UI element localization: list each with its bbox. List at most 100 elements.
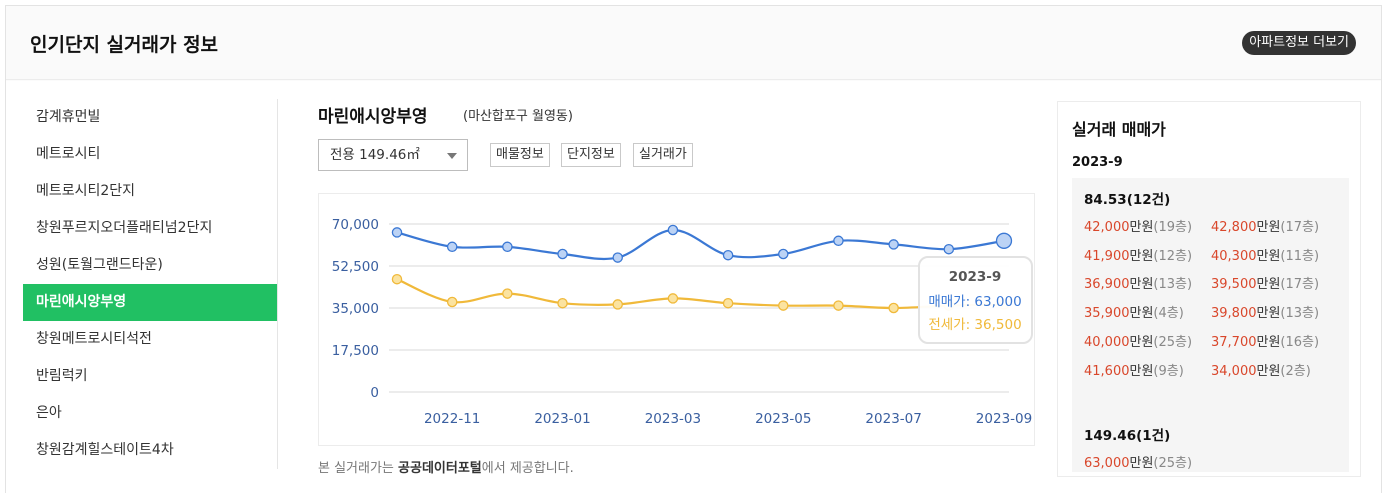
listing-info-button[interactable]: 매물정보 xyxy=(490,143,550,167)
deal-unit: 만원 xyxy=(1129,248,1154,264)
series-line xyxy=(396,228,1005,261)
deal-item: 40,000만원(25층) xyxy=(1084,331,1192,350)
deal-item: 34,000만원(2층) xyxy=(1211,360,1311,379)
deal-price: 37,700 xyxy=(1211,334,1257,350)
deal-unit: 만원 xyxy=(1129,220,1154,235)
data-point[interactable] xyxy=(667,224,679,236)
data-point[interactable] xyxy=(833,235,844,247)
data-point[interactable] xyxy=(722,297,734,309)
deal-unit: 만원 xyxy=(1129,363,1154,379)
sidebar-item[interactable]: 창원감계힐스테이트4차 xyxy=(36,442,174,458)
deal-floor: (12층) xyxy=(1153,248,1193,264)
data-point[interactable] xyxy=(995,232,1013,249)
x-tick-label: 2023-09 xyxy=(976,411,1032,427)
deal-floor: (19층) xyxy=(1153,220,1193,235)
x-tick-label: 2023-05 xyxy=(755,411,811,427)
sidebar-item[interactable]: 성원(토월그랜드타운) xyxy=(36,257,163,273)
deal-price: 40,300 xyxy=(1211,248,1257,264)
complex-location: (마산합포구 월영동) xyxy=(463,109,573,124)
deal-floor: (2층) xyxy=(1280,363,1311,379)
real-deal-month: 2023-9 xyxy=(1072,155,1123,170)
data-point[interactable] xyxy=(612,252,623,263)
sidebar-item[interactable]: 은아 xyxy=(36,405,62,421)
deal-unit: 만원 xyxy=(1256,277,1281,293)
deal-item: 36,900만원(13층) xyxy=(1084,273,1192,292)
deal-item: 40,300만원(11층) xyxy=(1211,245,1319,264)
data-point[interactable] xyxy=(888,239,899,250)
deal-list: 84.53(12건) 42,000만원(19층) 42,800만원(17층) 41,9… xyxy=(1072,178,1349,472)
source-link: 공공데이터포털 xyxy=(398,461,482,476)
data-point[interactable] xyxy=(557,248,568,260)
data-point[interactable] xyxy=(446,296,458,308)
deal-floor: (16층) xyxy=(1280,334,1320,350)
deal-price: 39,500 xyxy=(1211,277,1257,293)
deal-unit: 만원 xyxy=(1129,306,1154,322)
deal-unit: 만원 xyxy=(1129,334,1154,350)
deal-item: 42,800만원(17층) xyxy=(1211,216,1319,235)
deal-floor: (13층) xyxy=(1153,277,1193,293)
data-point[interactable] xyxy=(833,300,844,311)
deal-floor: (17층) xyxy=(1280,277,1320,293)
deal-floor: (13층) xyxy=(1280,306,1320,322)
y-tick-label: 52,500 xyxy=(332,259,379,275)
deal-price: 41,900 xyxy=(1084,248,1130,264)
area-select-value: 전용 149.46㎡ xyxy=(330,147,420,163)
sidebar-item[interactable]: 메트로시티 xyxy=(36,146,101,162)
panel-header: 인기단지 실거래가 정보 아파트정보 더보기 xyxy=(6,6,1381,80)
deal-group-title: 84.53(12건) xyxy=(1084,192,1171,208)
data-point[interactable] xyxy=(778,300,789,311)
deal-price: 34,000 xyxy=(1211,363,1257,379)
deal-floor: (4층) xyxy=(1153,306,1184,322)
deal-price: 42,000 xyxy=(1084,220,1130,235)
data-point[interactable] xyxy=(667,293,679,304)
x-tick-label: 2023-01 xyxy=(534,411,590,427)
deal-floor: (25층) xyxy=(1153,456,1193,472)
deal-unit: 만원 xyxy=(1256,220,1281,235)
y-tick-label: 17,500 xyxy=(332,343,379,359)
data-point[interactable] xyxy=(612,299,623,310)
source-suffix: 에서 제공합니다. xyxy=(481,461,574,476)
data-point[interactable] xyxy=(391,273,403,285)
deal-item: 63,000만원(25층) xyxy=(1084,452,1192,471)
sidebar-item[interactable]: 반림럭키 xyxy=(36,368,88,384)
area-select[interactable]: 전용 149.46㎡ xyxy=(318,139,468,171)
deal-unit: 만원 xyxy=(1256,306,1281,322)
deal-item: 39,800만원(13층) xyxy=(1211,302,1319,321)
source-prefix: 본 실거래가는 xyxy=(318,461,399,476)
complex-info-button[interactable]: 단지정보 xyxy=(561,143,621,167)
data-point[interactable] xyxy=(446,241,458,253)
sidebar-item[interactable]: 창원메트로시티석전 xyxy=(36,331,152,347)
data-point[interactable] xyxy=(502,288,513,299)
complex-name: 마린애시앙부영 xyxy=(318,107,428,127)
series-line xyxy=(396,278,1005,310)
chart-tooltip xyxy=(918,256,1033,344)
sidebar-item[interactable]: 메트로시티2단지 xyxy=(36,183,136,199)
deal-group-title: 149.46(1건) xyxy=(1084,428,1171,445)
deal-price: 35,900 xyxy=(1084,306,1130,322)
y-tick-label: 70,000 xyxy=(332,217,379,233)
real-deal-panel: 실거래 매매가 2023-9 84.53(12건) 42,000만원(19층) 42… xyxy=(1057,101,1361,477)
deal-item: 35,900만원(4층) xyxy=(1084,302,1184,321)
data-point[interactable] xyxy=(722,249,734,261)
data-point[interactable] xyxy=(502,241,513,253)
data-point[interactable] xyxy=(391,227,403,238)
deal-item: 41,600만원(9층) xyxy=(1084,360,1184,379)
chevron-down-icon xyxy=(447,153,457,159)
data-point[interactable] xyxy=(888,302,899,314)
deal-floor: (17층) xyxy=(1280,220,1320,235)
deal-item: 39,500만원(17층) xyxy=(1211,273,1319,292)
real-price-button[interactable]: 실거래가 xyxy=(633,143,693,167)
deal-price: 39,800 xyxy=(1211,306,1257,322)
sidebar-item[interactable]: 감계휴먼빌 xyxy=(36,109,101,125)
data-point[interactable] xyxy=(778,248,789,260)
sidebar-item[interactable]: 마린애시앙부영 xyxy=(23,284,277,321)
deal-price: 63,000 xyxy=(1084,456,1130,472)
sidebar-item[interactable]: 창원푸르지오더플래티넘2단지 xyxy=(36,220,213,236)
tooltip-title: 2023-9 xyxy=(949,269,1002,285)
more-apartment-info-button[interactable]: 아파트정보 더보기 xyxy=(1242,31,1356,55)
data-point[interactable] xyxy=(943,243,955,255)
deal-unit: 만원 xyxy=(1256,248,1281,264)
data-point[interactable] xyxy=(557,297,568,309)
tooltip-jeonse: 전세가: 36,500 xyxy=(928,317,1021,333)
